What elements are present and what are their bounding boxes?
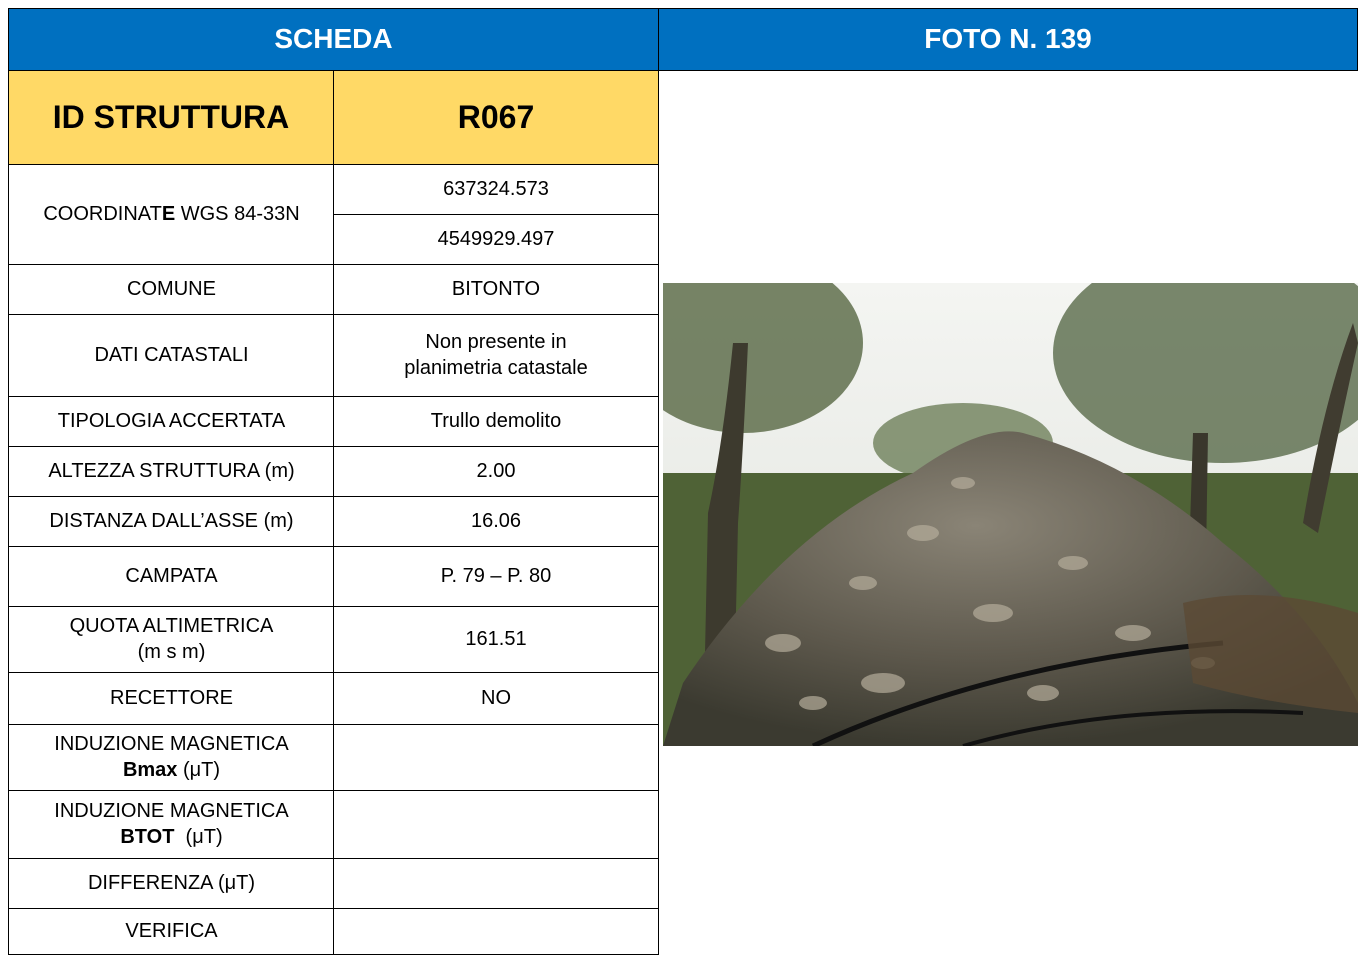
id-label: ID STRUTTURA: [8, 70, 334, 165]
label-text: RECETTORE: [110, 687, 233, 709]
label-text: ALTEZZA STRUTTURA (m): [48, 460, 295, 482]
row-value: Non presente in planimetria catastale: [333, 314, 659, 397]
row-label: COMUNE: [8, 264, 334, 315]
row-label: RECETTORE: [8, 672, 334, 725]
row-value: NO: [333, 672, 659, 725]
label-line: INDUZIONE MAGNETICA: [54, 798, 288, 824]
photo: [663, 283, 1358, 746]
id-value: R067: [333, 70, 659, 165]
label-text: DATI CATASTALI: [94, 344, 249, 366]
label-line: TIPOLOGIA ACCERTATA: [58, 408, 285, 434]
label-line: COORDINATE WGS 84-33N: [43, 201, 299, 227]
row-value: 2.00: [333, 446, 659, 497]
label-text: TIPOLOGIA ACCERTATA: [57, 410, 286, 432]
row-label: INDUZIONE MAGNETICA BTOT (μT): [8, 790, 334, 859]
label-line: DIFFERENZA (μT): [88, 870, 255, 896]
row-label: DIFFERENZA (μT): [8, 858, 334, 909]
row-label: CAMPATA: [8, 546, 334, 607]
label-text: DIFFERENZA (μT): [87, 872, 256, 894]
row-label: DISTANZA DALL’ASSE (m): [8, 496, 334, 547]
label-text: DISTANZA DALL’ASSE (m): [49, 510, 294, 532]
row-label: INDUZIONE MAGNETICA Bmax (μT): [8, 724, 334, 791]
row-value: [333, 790, 659, 859]
label-line: VERIFICA: [125, 918, 217, 944]
row-value: 161.51: [333, 606, 659, 673]
row-value: P. 79 – P. 80: [333, 546, 659, 607]
label-text: (m s m): [137, 641, 206, 663]
label-line: RECETTORE: [110, 685, 233, 711]
label-text: INDUZIONE MAGNETICA: [54, 733, 289, 755]
label-text: WGS 84-33N: [175, 203, 300, 225]
label-line: COMUNE: [127, 276, 216, 302]
label-text: VERIFICA: [125, 920, 218, 942]
label-line: CAMPATA: [125, 563, 217, 589]
label-line: DATI CATASTALI: [94, 342, 248, 368]
header-left: SCHEDA: [8, 8, 659, 71]
label-text: (μT): [174, 826, 223, 848]
label-line: Bmax (μT): [123, 757, 220, 783]
row-label: TIPOLOGIA ACCERTATA: [8, 396, 334, 447]
label-text: COORDINAT: [43, 203, 162, 225]
row-value: [333, 724, 659, 791]
row-value: 4549929.497: [333, 214, 659, 265]
label-line: BTOT (μT): [120, 824, 222, 850]
label-text: E: [161, 203, 176, 225]
row-value: [333, 858, 659, 909]
row-value: Trullo demolito: [333, 396, 659, 447]
header-right: FOTO N. 139: [658, 8, 1358, 71]
label-line: QUOTA ALTIMETRICA: [70, 613, 274, 639]
row-value: [333, 908, 659, 955]
row-value: 637324.573: [333, 164, 659, 215]
label-line: INDUZIONE MAGNETICA: [54, 731, 288, 757]
label-line: (m s m): [138, 639, 206, 665]
label-line: ALTEZZA STRUTTURA (m): [48, 458, 294, 484]
row-value: 16.06: [333, 496, 659, 547]
label-text: COMUNE: [127, 278, 216, 300]
label-text: QUOTA ALTIMETRICA: [69, 615, 274, 637]
label-text: (μT): [177, 759, 221, 781]
label-text: CAMPATA: [125, 565, 218, 587]
label-text: Bmax: [122, 759, 178, 781]
row-label: QUOTA ALTIMETRICA (m s m): [8, 606, 334, 673]
label-line: DISTANZA DALL’ASSE (m): [49, 508, 293, 534]
row-label: COORDINATE WGS 84-33N: [8, 164, 334, 265]
row-label: DATI CATASTALI: [8, 314, 334, 397]
label-text: INDUZIONE MAGNETICA: [54, 800, 289, 822]
row-label: ALTEZZA STRUTTURA (m): [8, 446, 334, 497]
row-value: BITONTO: [333, 264, 659, 315]
label-text: BTOT: [120, 826, 175, 848]
row-label: VERIFICA: [8, 908, 334, 955]
